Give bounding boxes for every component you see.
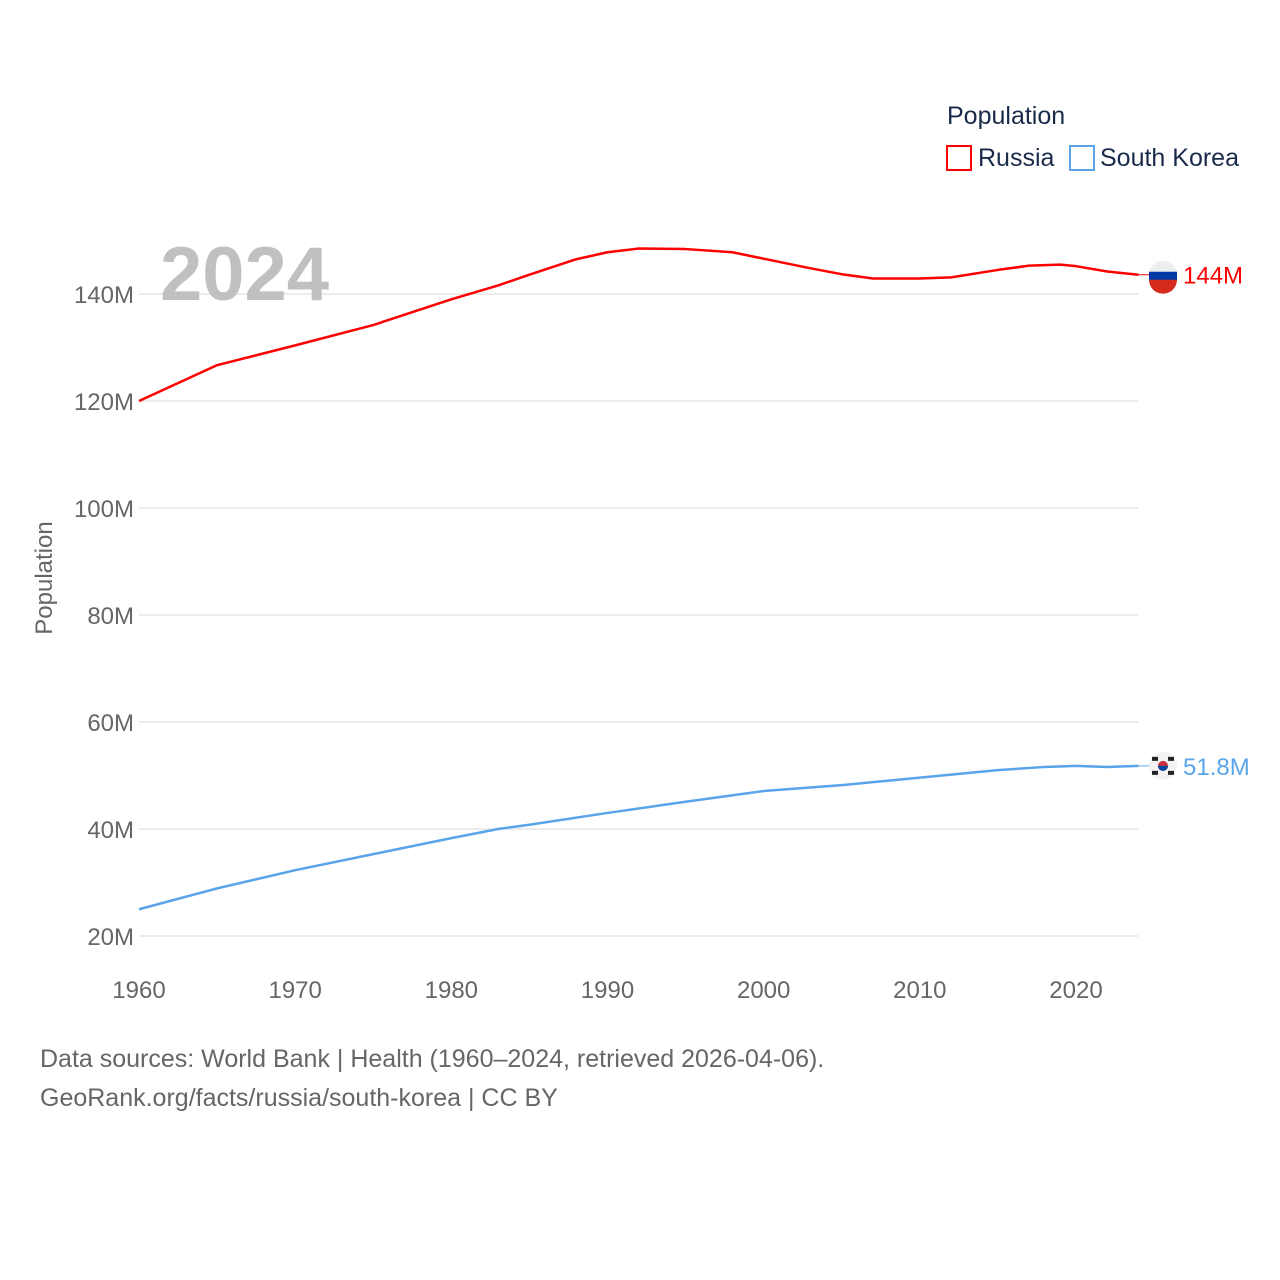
trigram <box>1168 756 1174 761</box>
flag-blue-stripe <box>1149 271 1177 281</box>
data-sources-text: Data sources: World Bank | Health (1960–… <box>40 1045 825 1073</box>
series-line-russia <box>138 247 1139 403</box>
legend-entry: South Korea <box>1100 144 1239 172</box>
legend-swatch-0 <box>946 145 972 171</box>
y-tick-label: 80M <box>87 603 134 630</box>
x-tick-label: 1980 <box>425 977 478 1004</box>
legend-title: Population <box>947 102 1065 130</box>
trigram <box>1152 756 1158 761</box>
end-value-label: 51.8M <box>1183 754 1250 781</box>
y-tick-label: 100M <box>74 496 134 523</box>
y-tick-label: 120M <box>74 389 134 416</box>
trigram <box>1168 770 1174 775</box>
taegeuk-blue <box>1158 765 1168 771</box>
year-watermark: 2024 <box>160 232 329 317</box>
x-tick-label: 2020 <box>1049 977 1102 1004</box>
y-axis-label: Population <box>31 521 58 634</box>
south-korea-flag-icon <box>1149 751 1177 780</box>
x-tick-label: 1990 <box>581 977 634 1004</box>
trigram <box>1152 770 1158 775</box>
x-tick-label: 1960 <box>112 977 165 1004</box>
y-tick-label: 140M <box>74 282 134 309</box>
flag-red-stripe <box>1149 279 1177 294</box>
y-tick-label: 60M <box>87 710 134 737</box>
legend-swatch-1 <box>1069 145 1095 171</box>
x-tick-label: 1970 <box>268 977 321 1004</box>
end-value-label: 144M <box>1183 263 1243 290</box>
legend-entry: Russia <box>978 144 1055 172</box>
series-line-south-korea <box>138 764 1139 911</box>
x-tick-label: 2000 <box>737 977 790 1004</box>
attribution-link[interactable]: GeoRank.org/facts/russia/south-korea | C… <box>40 1084 558 1112</box>
y-tick-label: 40M <box>87 817 134 844</box>
russia-flag-icon <box>1149 260 1177 294</box>
x-tick-label: 2010 <box>893 977 946 1004</box>
y-tick-label: 20M <box>87 924 134 951</box>
